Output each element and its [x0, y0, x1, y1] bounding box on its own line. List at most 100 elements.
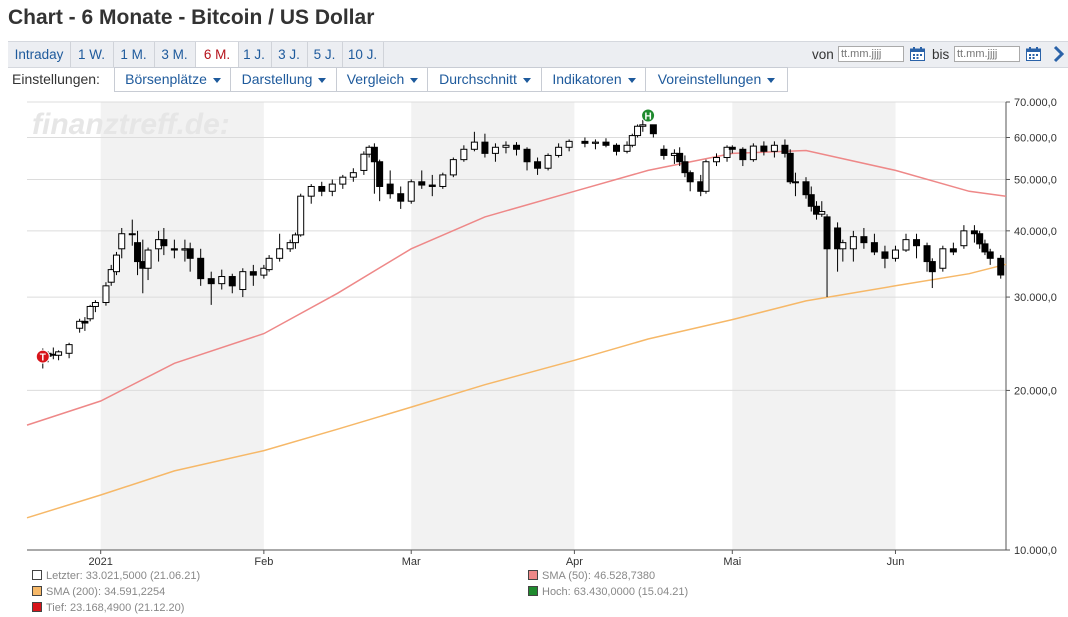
candle — [739, 147, 747, 167]
candle — [265, 255, 273, 272]
candle-body-up — [128, 233, 136, 236]
menu-voreinstellungen[interactable]: Voreinstellungen — [645, 67, 788, 92]
candle-body-up — [849, 236, 857, 250]
candle — [823, 214, 831, 298]
candle-body-up — [555, 146, 563, 156]
month-shade — [411, 102, 575, 550]
tab-10-j[interactable]: 10 J. — [342, 42, 384, 67]
candle-body-down — [318, 185, 326, 192]
candle-body-up — [639, 124, 647, 127]
tab-3-j[interactable]: 3 J. — [271, 42, 308, 67]
candle-body-up — [623, 144, 631, 152]
calendar-icon[interactable] — [1026, 47, 1041, 61]
tab-1-m[interactable]: 1 M. — [113, 42, 155, 67]
candle — [713, 153, 721, 167]
tab-3-m[interactable]: 3 M. — [154, 42, 196, 67]
candle — [481, 133, 489, 158]
candle — [297, 193, 305, 237]
candle-body-up — [939, 248, 947, 269]
candle-body-up — [791, 181, 799, 184]
candle-body-down — [649, 124, 657, 135]
legend-swatch — [528, 570, 538, 580]
candle — [939, 245, 947, 272]
candle-body-up — [449, 159, 457, 176]
tab-intraday[interactable]: Intraday — [8, 42, 71, 67]
candle — [81, 317, 89, 331]
candle — [228, 273, 236, 294]
caret-down-icon — [767, 77, 776, 83]
menu-vergleich[interactable]: Vergleich — [336, 67, 428, 92]
candle-body-up — [349, 172, 357, 178]
candle-body-down — [602, 141, 610, 146]
caret-down-icon — [318, 77, 327, 83]
y-tick-label: 10.000,0 — [1014, 545, 1057, 557]
candle-body-down — [807, 194, 815, 207]
candle-body-down — [834, 227, 842, 250]
settings-label: Einstellungen: — [12, 71, 100, 87]
candle-body-down — [949, 248, 957, 253]
candle-body-up — [628, 135, 636, 146]
to-label: bis — [932, 47, 950, 62]
tab-6-m[interactable]: 6 M. — [195, 42, 239, 67]
candle-body-up — [749, 145, 757, 161]
candle — [602, 138, 610, 148]
candle-body-down — [197, 257, 205, 280]
y-tick-label: 20.000,0 — [1014, 385, 1057, 397]
candle — [249, 264, 257, 286]
candle — [913, 233, 921, 259]
tab-5-j[interactable]: 5 J. — [307, 42, 343, 67]
candle-body-down — [681, 161, 689, 174]
candle — [439, 172, 447, 189]
candle — [544, 153, 552, 171]
candle-body-up — [634, 125, 642, 137]
candle — [818, 201, 826, 217]
legend-text: SMA (200): 34.591,2254 — [46, 586, 166, 598]
candle — [676, 147, 684, 167]
menu-durchschnitt[interactable]: Durchschnitt — [427, 67, 542, 92]
candle — [55, 350, 63, 361]
candle — [728, 145, 736, 154]
marker-label: T — [40, 353, 46, 364]
candle — [186, 242, 194, 272]
candle-body-up — [91, 302, 99, 307]
candle-body-down — [613, 144, 621, 152]
candle-body-down — [786, 152, 794, 183]
calendar-icon[interactable] — [910, 47, 925, 61]
candle — [923, 242, 931, 272]
legend-swatch — [32, 602, 42, 612]
month-shade — [732, 102, 896, 550]
candle — [118, 227, 126, 259]
menu-darstellung[interactable]: Darstellung — [230, 67, 337, 92]
candle — [613, 143, 621, 156]
candle-body-up — [86, 305, 94, 320]
candle-body-down — [686, 172, 694, 183]
candle-body-up — [591, 141, 599, 144]
candle — [65, 342, 73, 359]
x-tick-label: Apr — [566, 556, 583, 568]
candle — [702, 159, 710, 194]
candle — [902, 233, 910, 252]
caret-down-icon — [522, 77, 531, 83]
series-line-sma-50 — [26, 149, 1007, 426]
menu-label: Börsenplätze — [125, 71, 207, 87]
chevron-right-icon[interactable] — [1052, 44, 1066, 64]
candle — [807, 186, 815, 212]
candle — [770, 141, 778, 158]
candle-body-up — [260, 267, 268, 276]
to-date-input[interactable] — [954, 46, 1020, 62]
candle — [376, 159, 384, 202]
menu-indikatoren[interactable]: Indikatoren — [541, 67, 646, 92]
candle — [307, 184, 315, 204]
tab-1-w[interactable]: 1 W. — [70, 42, 114, 67]
candle-body-up — [218, 276, 226, 285]
candle — [428, 174, 436, 197]
legend-swatch — [32, 570, 42, 580]
menu-boersenpl-tze[interactable]: Börsenplätze — [114, 67, 231, 92]
x-tick-label: Mar — [402, 556, 421, 568]
candle — [686, 170, 694, 192]
candle — [870, 233, 878, 256]
candle — [328, 179, 336, 197]
tab-1-j[interactable]: 1 J. — [237, 42, 272, 67]
candle — [91, 300, 99, 313]
from-date-input[interactable] — [838, 46, 904, 62]
